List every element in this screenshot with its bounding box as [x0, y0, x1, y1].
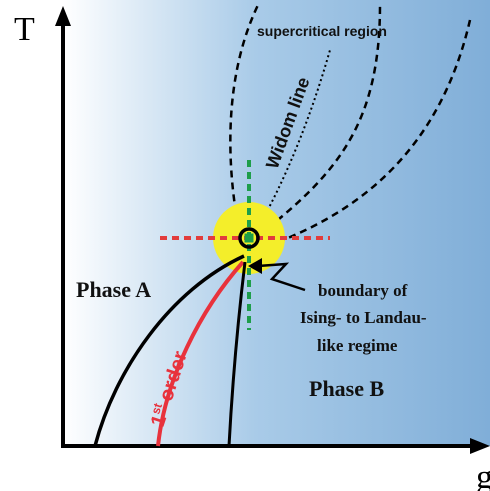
supercritical-boundary-left	[229, 4, 260, 226]
phase-a-label: Phase A	[76, 277, 151, 302]
first-order-line	[156, 260, 245, 447]
annotation-arrow-line	[257, 262, 306, 292]
critical-point	[238, 227, 260, 249]
annotation-arrow-head-icon	[248, 258, 262, 274]
annotation-line-1: boundary of	[318, 281, 408, 300]
annotation-line-2: Ising- to Landau-	[300, 308, 427, 327]
supercritical-region-label: supercritical region	[257, 23, 387, 39]
y-axis-arrow-icon	[55, 6, 71, 26]
x-axis-label: g	[476, 459, 490, 491]
phase-b-boundary	[227, 261, 247, 447]
phase-b-label: Phase B	[309, 376, 385, 401]
first-order-superscript: st	[148, 401, 165, 415]
supercritical-boundary-right	[267, 4, 382, 229]
annotation-line-3: like regime	[317, 336, 398, 355]
phase-a-boundary	[93, 254, 245, 447]
y-axis-label: T	[14, 11, 35, 48]
critical-point-center	[244, 233, 254, 243]
supercritical-boundary-outer	[277, 19, 472, 244]
x-axis-arrow-icon	[470, 438, 490, 454]
